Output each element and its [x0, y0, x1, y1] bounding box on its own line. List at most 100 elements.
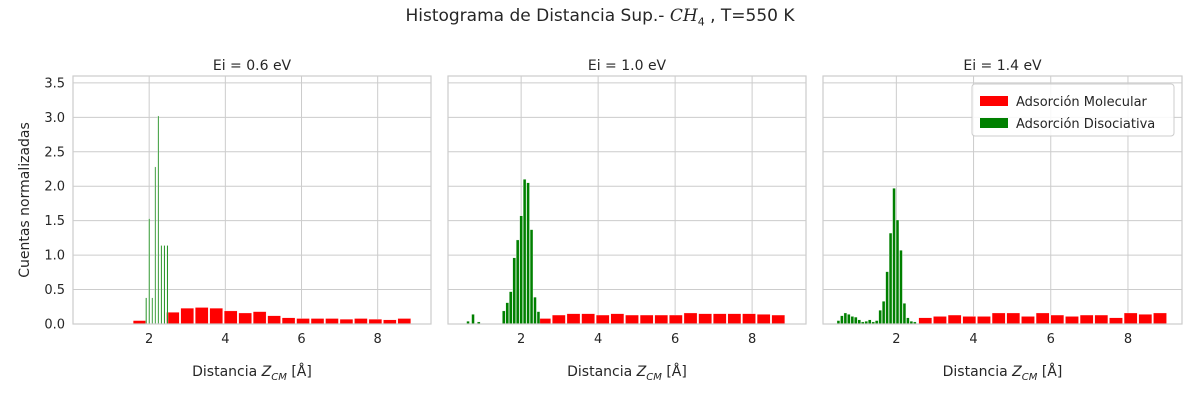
x-tick-label: 6 [297, 332, 305, 347]
panel-1: Ei = 0.6 eV 2 4 6 8 0.0 0.5 1.0 1.5 2.0 2.5 3.0 3.5 C… [17, 58, 432, 383]
x-axis-label: Distancia ZCM [Å] [192, 363, 312, 383]
bar-disociativa [148, 218, 150, 325]
x-tick-label: 8 [1124, 332, 1132, 347]
bar-disociativa [145, 297, 147, 325]
bar-disociativa [892, 188, 896, 325]
bar-disociativa [885, 271, 889, 325]
figure-title-suffix: , T=550 K [704, 6, 795, 26]
x-tick-label: 2 [145, 332, 153, 347]
bar-molecular [962, 316, 977, 325]
bar-disociativa [878, 310, 882, 325]
bar-disociativa [888, 232, 893, 325]
bar-molecular [713, 313, 727, 325]
bar-disociativa [151, 297, 153, 325]
y-tick-label: 1.0 [44, 249, 65, 264]
bar-molecular [669, 314, 683, 325]
bar-disociativa [154, 166, 156, 325]
y-tick-label: 1.5 [44, 214, 65, 229]
bar-disociativa [906, 317, 910, 325]
bar-disociativa [502, 310, 506, 325]
bar-molecular [1094, 314, 1109, 325]
bar-molecular [698, 313, 712, 325]
bar-molecular [1109, 317, 1123, 325]
bar-molecular [947, 314, 962, 325]
legend-box [971, 83, 1175, 137]
bar-molecular [756, 314, 771, 325]
bar-disociativa [471, 314, 475, 325]
legend-swatch-disociativa [980, 118, 1008, 128]
panel-3: Ei = 1.4 eV 2 4 6 8 Distancia ZCM [Å] Adsorció… [822, 58, 1183, 383]
bar-molecular [238, 312, 252, 325]
axes-frame [72, 75, 432, 325]
bar-molecular [368, 319, 383, 325]
bar-disociativa [516, 239, 520, 325]
x-tick-label: 6 [1047, 332, 1055, 347]
bar-molecular [566, 313, 581, 325]
bar-disociativa [536, 311, 541, 325]
bar-molecular [267, 315, 281, 325]
bar-disociativa [160, 245, 163, 325]
bar-molecular [195, 307, 209, 325]
bar-molecular [727, 313, 742, 325]
bar-disociativa [843, 312, 847, 325]
x-axis-label: Distancia ZCM [Å] [943, 363, 1063, 383]
bar-disociativa [533, 296, 537, 325]
bar-disociativa [899, 250, 903, 325]
x-tick-label: 2 [892, 332, 900, 347]
bar-disociativa [157, 115, 160, 325]
x-tick-label: 2 [517, 332, 525, 347]
y-tick-label: 2.0 [44, 180, 65, 195]
bar-molecular [1021, 316, 1035, 325]
bar-disociativa [857, 319, 861, 325]
bar-molecular [742, 313, 756, 325]
figure-title-subscript: 4 [697, 15, 705, 29]
bar-molecular [1035, 312, 1050, 325]
y-tick-label: 0.0 [44, 318, 65, 333]
figure-title: Histograma de Distancia Sup.- CH4 , T=55… [0, 6, 1200, 28]
bar-molecular [325, 318, 339, 325]
x-tick-label: 8 [374, 332, 382, 347]
bar-disociativa [902, 303, 907, 325]
legend: Adsorción Molecular Adsorción Disociativa [971, 83, 1175, 137]
bar-disociativa [526, 182, 530, 325]
bar-molecular [918, 317, 933, 325]
axes-frame [822, 75, 1183, 325]
figure-title-math: CH [669, 6, 698, 26]
bar-disociativa [854, 316, 858, 325]
bar-molecular [1079, 314, 1094, 325]
x-tick-label: 6 [671, 332, 679, 347]
bar-molecular [354, 318, 368, 325]
y-axis-label: Cuentas normalizadas [17, 122, 33, 278]
bar-disociativa [519, 215, 523, 325]
bar-disociativa [505, 302, 509, 325]
bar-disociativa [882, 301, 886, 325]
bar-disociativa [166, 245, 169, 325]
bar-molecular [977, 316, 991, 325]
bar-molecular [296, 318, 310, 325]
bar-molecular [1050, 314, 1065, 325]
legend-label: Adsorción Disociativa [1016, 117, 1155, 132]
bar-molecular [581, 313, 595, 325]
bar-molecular [252, 311, 267, 325]
bar-disociativa [509, 291, 513, 325]
bar-disociativa [529, 229, 534, 325]
panel-title: Ei = 0.6 eV [213, 58, 292, 74]
y-tick-label: 0.5 [44, 283, 65, 298]
bar-disociativa [840, 315, 844, 325]
bar-molecular [180, 308, 194, 325]
bar-molecular [639, 314, 654, 325]
bar-disociativa [895, 219, 900, 325]
x-tick-label: 4 [594, 332, 602, 347]
panel-title: Ei = 1.4 eV [963, 58, 1042, 74]
axes-frame [447, 75, 807, 325]
bar-molecular [991, 312, 1006, 325]
panel-title: Ei = 1.0 eV [588, 58, 667, 74]
x-tick-label: 4 [221, 332, 229, 347]
bar-molecular [1065, 316, 1079, 325]
legend-swatch-molecular [980, 96, 1008, 106]
x-tick-label: 4 [969, 332, 977, 347]
bar-molecular [610, 313, 625, 325]
bar-disociativa [523, 179, 527, 325]
